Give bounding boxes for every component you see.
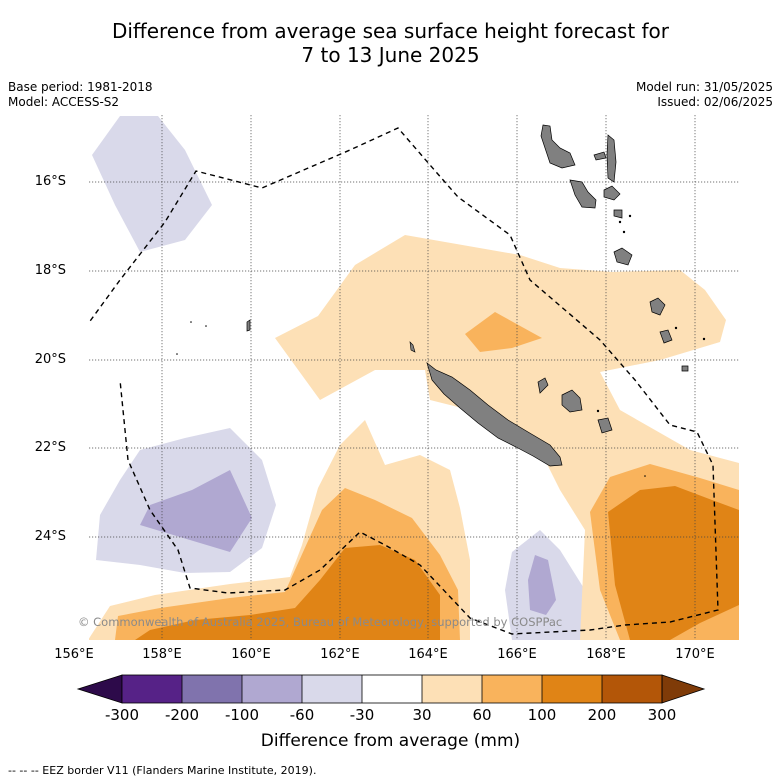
islet — [205, 325, 207, 327]
island-nc-north — [409, 341, 416, 353]
anomaly-negative-patch-w-inner — [140, 470, 252, 552]
colorbar-tick: 30 — [412, 706, 432, 724]
islet — [644, 475, 646, 477]
colorbar-segment — [422, 675, 482, 703]
colorbar-tick: 300 — [647, 706, 677, 724]
issued-date: Issued: 02/06/2025 — [657, 95, 773, 109]
vanuatu-island-b — [593, 151, 607, 161]
lat-label-22s: 22°S — [34, 440, 66, 455]
islet — [622, 230, 626, 234]
lon-label-170e: 170°E — [675, 647, 715, 662]
colorbar-tick: 100 — [527, 706, 557, 724]
colorbar-segment — [302, 675, 362, 703]
colorbar-segment — [602, 675, 662, 703]
islet — [674, 326, 678, 330]
vanuatu-efate — [603, 185, 621, 201]
colorbar-segment — [362, 675, 422, 703]
map-title: Difference from average sea surface heig… — [0, 19, 781, 67]
vanuatu-island-a — [606, 134, 617, 183]
loyalty-island-3 — [597, 417, 613, 434]
lon-label-158e: 158°E — [142, 647, 182, 662]
lat-label-16s: 16°S — [34, 174, 66, 189]
islet — [596, 409, 600, 413]
colorbar-extend-low — [76, 674, 123, 704]
colorbar-extend-high — [661, 674, 706, 704]
model-name: Model: ACCESS-S2 — [8, 95, 120, 109]
island-east-2 — [659, 329, 673, 344]
colorbar-tick: 60 — [472, 706, 492, 724]
eez-footnote: -- -- -- EEZ border V11 (Flanders Marine… — [8, 764, 317, 777]
anomaly-positive-band-100-200-east — [608, 486, 739, 640]
island-east-1 — [649, 297, 666, 316]
colorbar-tick: -60 — [289, 706, 315, 724]
islet — [702, 337, 706, 341]
colorbar-segment — [542, 675, 602, 703]
lon-label-166e: 166°E — [497, 647, 537, 662]
anomaly-positive-band-100-200 — [135, 545, 440, 640]
vanuatu-espiritu-santo — [540, 124, 576, 169]
colorbar-segment — [242, 675, 302, 703]
copyright-notice: © Commonwealth of Australia 2025, Bureau… — [78, 615, 563, 629]
vanuatu-island-c — [613, 209, 623, 219]
colorbar-tick: -300 — [104, 706, 140, 724]
colorbar-segment — [482, 675, 542, 703]
title-line-1: Difference from average sea surface heig… — [111, 19, 670, 43]
lat-label-18s: 18°S — [34, 263, 66, 278]
lon-label-162e: 162°E — [320, 647, 360, 662]
lon-label-156e: 156°E — [54, 647, 94, 662]
colorbar-tick: -100 — [224, 706, 260, 724]
lat-label-24s: 24°S — [34, 529, 66, 544]
colorbar-segment — [182, 675, 242, 703]
colorbar — [76, 674, 706, 704]
islet — [618, 220, 622, 224]
new-caledonia — [426, 362, 563, 467]
lon-label-160e: 160°E — [231, 647, 271, 662]
colorbar-tick: 200 — [587, 706, 617, 724]
vanuatu-malekula — [569, 179, 597, 209]
colorbar-tick: -200 — [164, 706, 200, 724]
islet — [176, 353, 178, 355]
anomaly-positive-band-60-100 — [465, 312, 542, 352]
graticule — [89, 115, 739, 640]
anomaly-positive-band-30-60 — [89, 235, 739, 640]
meta-left: Base period: 1981-2018 Model: ACCESS-S2 — [8, 80, 153, 110]
meta-right: Model run: 31/05/2025 Issued: 02/06/2025 — [636, 80, 773, 110]
loyalty-island-2 — [561, 389, 583, 413]
lon-label-168e: 168°E — [586, 647, 626, 662]
title-line-2: 7 to 13 June 2025 — [301, 43, 480, 67]
base-period: Base period: 1981-2018 — [8, 80, 153, 94]
eez-border — [89, 127, 719, 635]
island-east-3 — [681, 365, 689, 372]
anomaly-negative-patch-s-inner — [528, 555, 556, 615]
colorbar-segment — [122, 675, 182, 703]
island-west-1 — [246, 319, 251, 332]
vanuatu-tanna — [613, 247, 633, 266]
colorbar-title: Difference from average (mm) — [260, 731, 521, 751]
lon-label-164e: 164°E — [408, 647, 448, 662]
model-run: Model run: 31/05/2025 — [635, 80, 773, 94]
lat-label-20s: 20°S — [34, 352, 66, 367]
islet — [628, 214, 632, 218]
loyalty-island-1 — [537, 377, 549, 394]
colorbar-tick: -30 — [349, 706, 375, 724]
islet — [190, 321, 192, 323]
anomaly-negative-patch-nw — [92, 116, 212, 252]
